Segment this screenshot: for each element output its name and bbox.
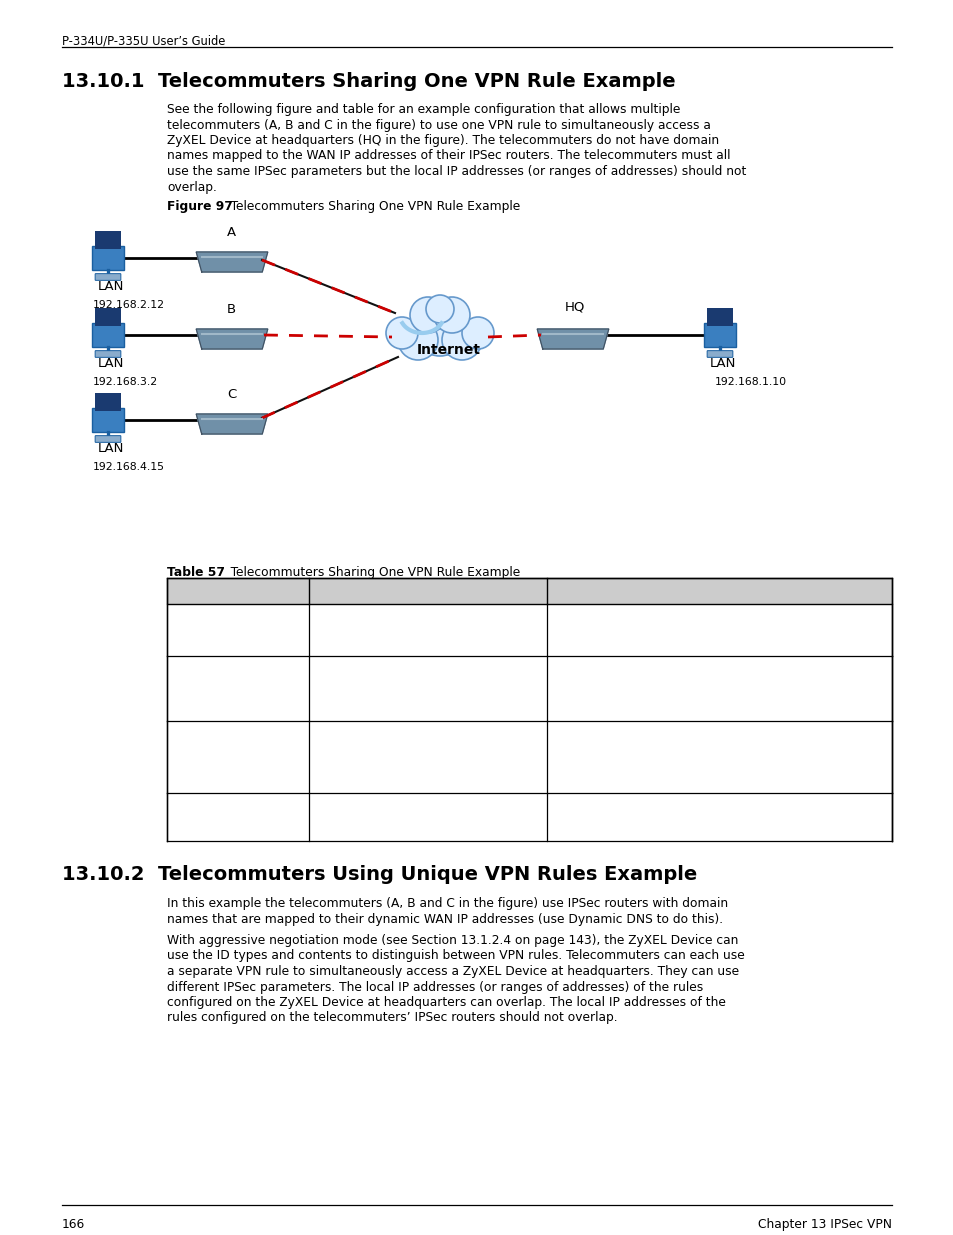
Text: IPSec tunnel.: IPSec tunnel. <box>553 694 629 706</box>
Text: 13.10.2  Telecommuters Using Unique VPN Rules Example: 13.10.2 Telecommuters Using Unique VPN R… <box>62 864 697 884</box>
Bar <box>167 604 891 656</box>
Text: Chapter 13 IPSec VPN: Chapter 13 IPSec VPN <box>758 1218 891 1231</box>
Text: See the following figure and table for an example configuration that allows mult: See the following figure and table for a… <box>167 103 679 116</box>
Text: TELECOMMUTERS: TELECOMMUTERS <box>314 585 432 599</box>
Text: Remote Gateway: Remote Gateway <box>172 664 274 678</box>
Text: Telecommuters Sharing One VPN Rule Example: Telecommuters Sharing One VPN Rule Examp… <box>219 200 519 212</box>
Text: 192.168.3.2: 192.168.3.2 <box>92 377 158 387</box>
Text: HQ: HQ <box>564 300 585 312</box>
Text: LAN: LAN <box>98 357 124 370</box>
Text: P-334U/P-335U User’s Guide: P-334U/P-335U User’s Guide <box>62 35 225 48</box>
Text: 192.168.2.12: 192.168.2.12 <box>92 300 165 310</box>
Text: different IPSec parameters. The local IP addresses (or ranges of addresses) of t: different IPSec parameters. The local IP… <box>167 981 702 993</box>
Text: Table 57: Table 57 <box>167 566 225 579</box>
Text: Figure 97: Figure 97 <box>167 200 233 212</box>
FancyBboxPatch shape <box>706 351 732 357</box>
Text: Telecommuters Sharing One VPN Rule Example: Telecommuters Sharing One VPN Rule Examp… <box>219 566 519 579</box>
Text: 192.168.1.10: 192.168.1.10 <box>314 802 394 815</box>
Text: With aggressive negotiation mode (see Section 13.1.2.4 on page 143), the ZyXEL D: With aggressive negotiation mode (see Se… <box>167 934 738 947</box>
Text: LAN: LAN <box>98 442 124 454</box>
Text: rules configured on the telecommuters’ IPSec routers should not overlap.: rules configured on the telecommuters’ I… <box>167 1011 617 1025</box>
Text: LAN: LAN <box>98 280 124 293</box>
Text: names that are mapped to their dynamic WAN IP addresses (use Dynamic DNS to do t: names that are mapped to their dynamic W… <box>167 913 722 925</box>
Text: configured on the ZyXEL Device at headquarters can overlap. The local IP address: configured on the ZyXEL Device at headqu… <box>167 995 725 1009</box>
Text: Telecommuter B: 192.168.3.2: Telecommuter B: 192.168.3.2 <box>314 745 489 757</box>
Text: ZyXEL Device at headquarters (HQ in the figure). The telecommuters do not have d: ZyXEL Device at headquarters (HQ in the … <box>167 135 719 147</box>
Bar <box>91 322 124 347</box>
Bar <box>167 656 891 721</box>
Bar <box>167 793 891 841</box>
Text: Local Network - Single: Local Network - Single <box>172 730 304 743</box>
Text: Telecommuter C: 192.168.4.15: Telecommuter C: 192.168.4.15 <box>314 760 497 772</box>
Text: 192.168.1.10: 192.168.1.10 <box>553 730 631 743</box>
Text: use the ID types and contents to distinguish between VPN rules. Telecommuters ca: use the ID types and contents to disting… <box>167 950 744 962</box>
Text: IP Address:: IP Address: <box>172 745 238 757</box>
Text: Internet: Internet <box>416 343 480 357</box>
Text: Not Applicable: Not Applicable <box>553 802 639 815</box>
Text: Single IP Address:: Single IP Address: <box>172 816 278 830</box>
Text: In this example the telecommuters (A, B and C in the figure) use IPSec routers w: In this example the telecommuters (A, B … <box>167 897 727 910</box>
Text: 0.0.0.0      With this IP address only: 0.0.0.0 With this IP address only <box>553 664 761 678</box>
Text: Address:: Address: <box>172 679 224 693</box>
Text: overlap.: overlap. <box>167 180 216 194</box>
Text: 0.0.0.0 (dynamic IP address: 0.0.0.0 (dynamic IP address <box>314 613 478 626</box>
Bar <box>167 578 891 604</box>
Bar <box>703 322 736 347</box>
FancyBboxPatch shape <box>95 436 121 442</box>
Polygon shape <box>196 329 268 350</box>
Text: assigned by the ISP): assigned by the ISP) <box>314 627 435 641</box>
Bar <box>91 408 124 432</box>
Text: B: B <box>227 303 236 316</box>
Polygon shape <box>196 414 268 433</box>
Bar <box>95 308 121 326</box>
Text: Remote Network -: Remote Network - <box>172 802 279 815</box>
Text: 192.168.1.10: 192.168.1.10 <box>714 377 786 387</box>
Text: HEADQUARTERS: HEADQUARTERS <box>553 585 659 599</box>
Bar <box>91 246 124 270</box>
Text: names mapped to the WAN IP addresses of their IPSec routers. The telecommuters m: names mapped to the WAN IP addresses of … <box>167 149 730 163</box>
Bar <box>167 721 891 793</box>
Text: the telecommuter can initiate the: the telecommuter can initiate the <box>553 679 753 693</box>
Text: use the same IPSec parameters but the local IP addresses (or ranges of addresses: use the same IPSec parameters but the lo… <box>167 165 745 178</box>
Text: a separate VPN rule to simultaneously access a ZyXEL Device at headquarters. The: a separate VPN rule to simultaneously ac… <box>167 965 739 978</box>
Bar <box>706 308 732 326</box>
Bar <box>95 393 121 411</box>
Text: 166: 166 <box>62 1218 85 1231</box>
Polygon shape <box>537 329 608 350</box>
Text: Telecommuter A: 192.168.2.12: Telecommuter A: 192.168.2.12 <box>314 730 497 743</box>
Text: Public static IP address: Public static IP address <box>314 664 450 678</box>
Bar <box>95 231 121 249</box>
Text: My ZyXEL Device:: My ZyXEL Device: <box>172 613 278 626</box>
Text: LAN: LAN <box>709 357 736 370</box>
Text: A: A <box>227 226 236 240</box>
Text: Public static IP address: Public static IP address <box>553 613 688 626</box>
Text: C: C <box>227 388 236 401</box>
Text: FIELDS: FIELDS <box>172 585 219 599</box>
FancyBboxPatch shape <box>95 274 121 280</box>
Text: telecommuters (A, B and C in the figure) to use one VPN rule to simultaneously a: telecommuters (A, B and C in the figure)… <box>167 119 710 131</box>
FancyBboxPatch shape <box>95 351 121 357</box>
Polygon shape <box>196 252 268 272</box>
Text: 192.168.4.15: 192.168.4.15 <box>92 462 165 472</box>
Text: 13.10.1  Telecommuters Sharing One VPN Rule Example: 13.10.1 Telecommuters Sharing One VPN Ru… <box>62 72 675 91</box>
